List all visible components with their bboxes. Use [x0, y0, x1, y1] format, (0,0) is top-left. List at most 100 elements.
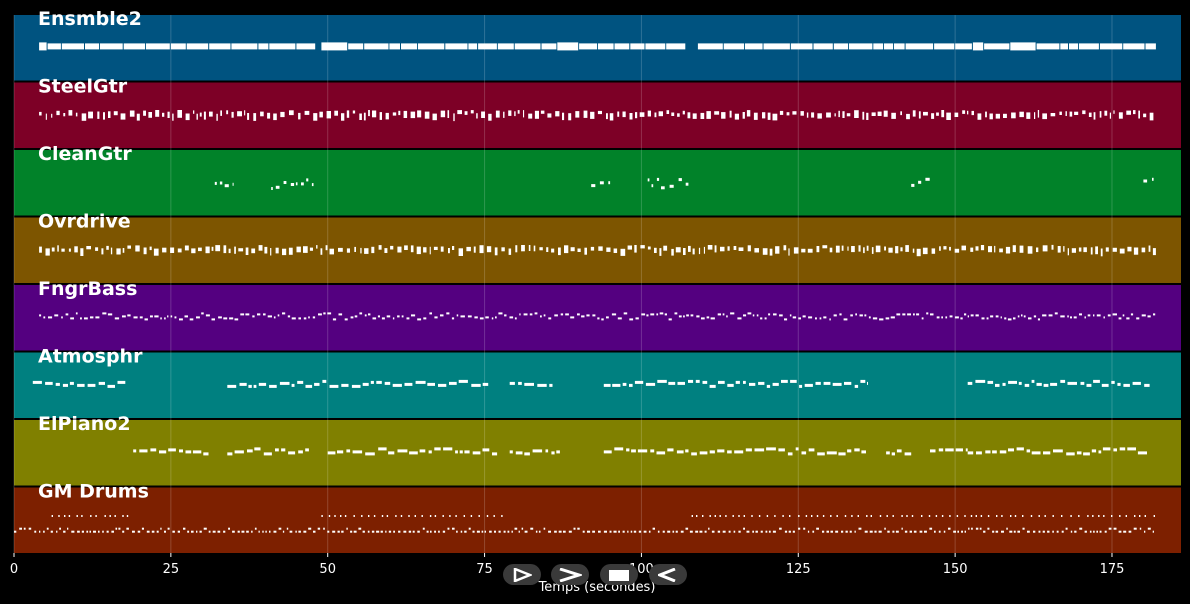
- note: [501, 515, 503, 517]
- note: [353, 515, 355, 517]
- note: [434, 515, 437, 517]
- note: [296, 43, 316, 50]
- note: [364, 43, 389, 50]
- note: [1152, 177, 1154, 181]
- note: [106, 245, 109, 250]
- note: [850, 314, 853, 317]
- note: [846, 113, 851, 117]
- note: [630, 43, 645, 50]
- note: [472, 451, 481, 455]
- note: [540, 110, 545, 114]
- fast-forward-button[interactable]: [551, 564, 589, 585]
- note: [743, 314, 747, 317]
- note: [1119, 515, 1121, 517]
- note: [258, 245, 263, 251]
- rewind-button[interactable]: [649, 564, 687, 585]
- note: [495, 316, 497, 319]
- track-notes: [39, 312, 1156, 321]
- note: [1099, 43, 1123, 50]
- note: [652, 527, 655, 530]
- note: [1042, 245, 1048, 252]
- note: [298, 112, 301, 120]
- note: [162, 247, 167, 253]
- note: [227, 384, 237, 388]
- note: [229, 317, 234, 320]
- note: [1109, 112, 1111, 119]
- note: [1061, 515, 1063, 517]
- note: [85, 43, 100, 50]
- note: [160, 527, 162, 530]
- track-backgrounds: [14, 15, 1181, 553]
- note: [514, 527, 518, 530]
- note: [258, 530, 260, 533]
- note: [247, 449, 253, 453]
- note: [758, 381, 765, 385]
- note: [721, 112, 726, 119]
- note: [766, 384, 771, 388]
- note: [488, 113, 492, 121]
- note: [501, 247, 505, 252]
- note: [429, 246, 431, 255]
- note: [1083, 247, 1087, 253]
- note: [638, 530, 642, 533]
- note: [980, 245, 985, 251]
- note: [1107, 314, 1111, 317]
- note: [890, 316, 895, 319]
- note: [905, 245, 909, 252]
- note: [1096, 530, 1098, 533]
- note: [34, 530, 37, 533]
- note: [295, 530, 297, 533]
- note: [1033, 315, 1037, 318]
- note: [817, 452, 825, 456]
- note: [1036, 382, 1042, 386]
- stop-button[interactable]: [600, 564, 638, 585]
- note: [1139, 515, 1141, 517]
- note: [476, 530, 480, 533]
- note: [1026, 449, 1031, 453]
- note: [529, 313, 533, 316]
- note: [1113, 448, 1117, 452]
- note: [608, 181, 611, 185]
- note: [557, 42, 579, 51]
- note: [519, 313, 521, 316]
- note: [289, 530, 293, 533]
- note: [524, 530, 528, 533]
- note: [989, 113, 993, 120]
- note: [1000, 316, 1002, 319]
- note: [177, 110, 182, 118]
- note: [1152, 248, 1156, 256]
- playback-controls: [503, 564, 689, 586]
- note: [620, 248, 626, 256]
- note: [744, 43, 763, 50]
- note: [847, 449, 852, 453]
- note: [136, 113, 140, 121]
- note: [298, 450, 303, 454]
- note: [568, 113, 572, 121]
- note: [1095, 246, 1098, 255]
- note: [1143, 113, 1147, 118]
- note: [975, 527, 979, 530]
- note: [783, 245, 787, 251]
- note: [362, 530, 365, 533]
- note: [329, 384, 339, 388]
- note: [438, 530, 440, 533]
- note: [623, 312, 628, 315]
- note: [359, 312, 363, 315]
- note: [674, 312, 678, 315]
- play-button[interactable]: [503, 564, 541, 585]
- note: [298, 317, 301, 320]
- note: [196, 316, 200, 319]
- note: [779, 314, 783, 317]
- note: [247, 113, 250, 120]
- note: [403, 110, 408, 118]
- note: [216, 113, 218, 121]
- note: [521, 245, 525, 252]
- note: [1084, 316, 1086, 319]
- note: [521, 527, 524, 530]
- note: [726, 315, 728, 318]
- note: [319, 111, 323, 118]
- note: [440, 314, 444, 317]
- note: [93, 530, 96, 533]
- note: [201, 312, 204, 315]
- note: [547, 113, 552, 118]
